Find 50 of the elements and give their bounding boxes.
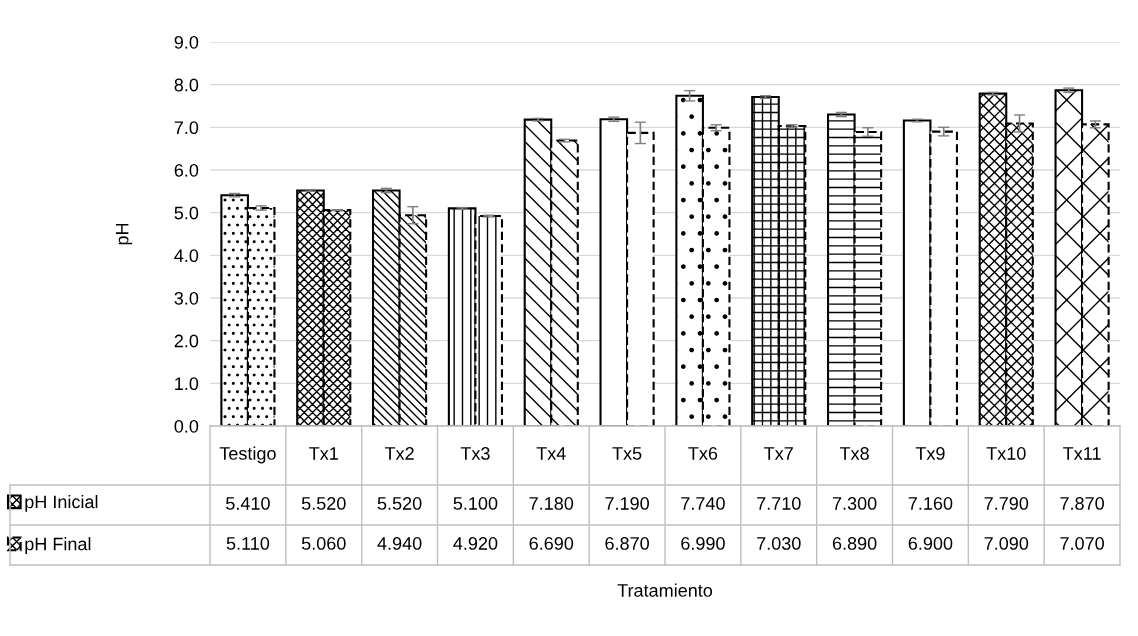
data-label: 5.110 — [226, 537, 270, 550]
y-tick-label: 4.0 — [174, 249, 199, 263]
y-tick-label: 9.0 — [174, 35, 199, 49]
data-label: 4.920 — [453, 537, 498, 550]
data-label: 7.180 — [529, 497, 574, 510]
data-label: 7.090 — [984, 537, 1029, 550]
x-tick-label: Tx1 — [309, 447, 338, 460]
y-tick-label: 8.0 — [174, 78, 199, 92]
x-tick-label: Tx8 — [839, 447, 869, 460]
text: Tratamiento — [617, 583, 713, 597]
y-tick-label: 2.0 — [174, 334, 199, 348]
x-tick-label: Tx4 — [536, 447, 566, 460]
data-label: 5.100 — [453, 497, 498, 510]
x-tick-label: Tx10 — [986, 447, 1026, 460]
y-tick-label: 0.0 — [174, 419, 199, 433]
data-label: 7.070 — [1060, 537, 1104, 550]
data-label: 5.060 — [301, 537, 346, 550]
data-label: 4.940 — [377, 537, 422, 550]
x-tick-label: Tx9 — [915, 447, 945, 460]
y-tick-label: 6.0 — [174, 163, 199, 177]
data-label: 7.300 — [832, 497, 877, 510]
x-tick-label: Tx7 — [764, 447, 793, 460]
y-tick-label: 7.0 — [174, 121, 199, 135]
data-label: 7.710 — [757, 497, 801, 510]
y-axis-title: pH — [115, 223, 133, 245]
data-label: 6.990 — [681, 537, 725, 550]
data-label: 7.740 — [681, 497, 725, 510]
data-label: 7.030 — [757, 537, 801, 550]
x-tick-label: Tx5 — [612, 447, 642, 460]
data-label: 6.900 — [908, 537, 953, 550]
data-label: 5.410 — [226, 497, 270, 510]
data-label: 7.190 — [605, 497, 649, 510]
y-tick-label: 1.0 — [175, 377, 199, 391]
x-tick-label: Testigo — [219, 446, 276, 464]
data-label: 5.520 — [377, 497, 422, 510]
x-tick-label: Tx11 — [1063, 447, 1101, 460]
x-tick-label: Tx6 — [688, 447, 718, 460]
data-label: 5.520 — [301, 497, 346, 510]
legend-label: pH Inicial — [25, 495, 98, 512]
x-tick-label: Tx2 — [384, 447, 414, 460]
data-label: 6.690 — [529, 537, 574, 550]
y-tick-label: 3.0 — [174, 291, 199, 305]
data-label: 7.790 — [984, 497, 1029, 510]
data-label: 6.870 — [605, 537, 649, 550]
data-label: 7.870 — [1060, 497, 1104, 510]
y-tick-label: 5.0 — [174, 206, 199, 220]
x-tick-label: Tx3 — [460, 447, 490, 460]
data-label: 7.160 — [908, 497, 953, 510]
data-label: 6.890 — [832, 537, 877, 550]
legend-label: pH Final — [25, 537, 91, 554]
